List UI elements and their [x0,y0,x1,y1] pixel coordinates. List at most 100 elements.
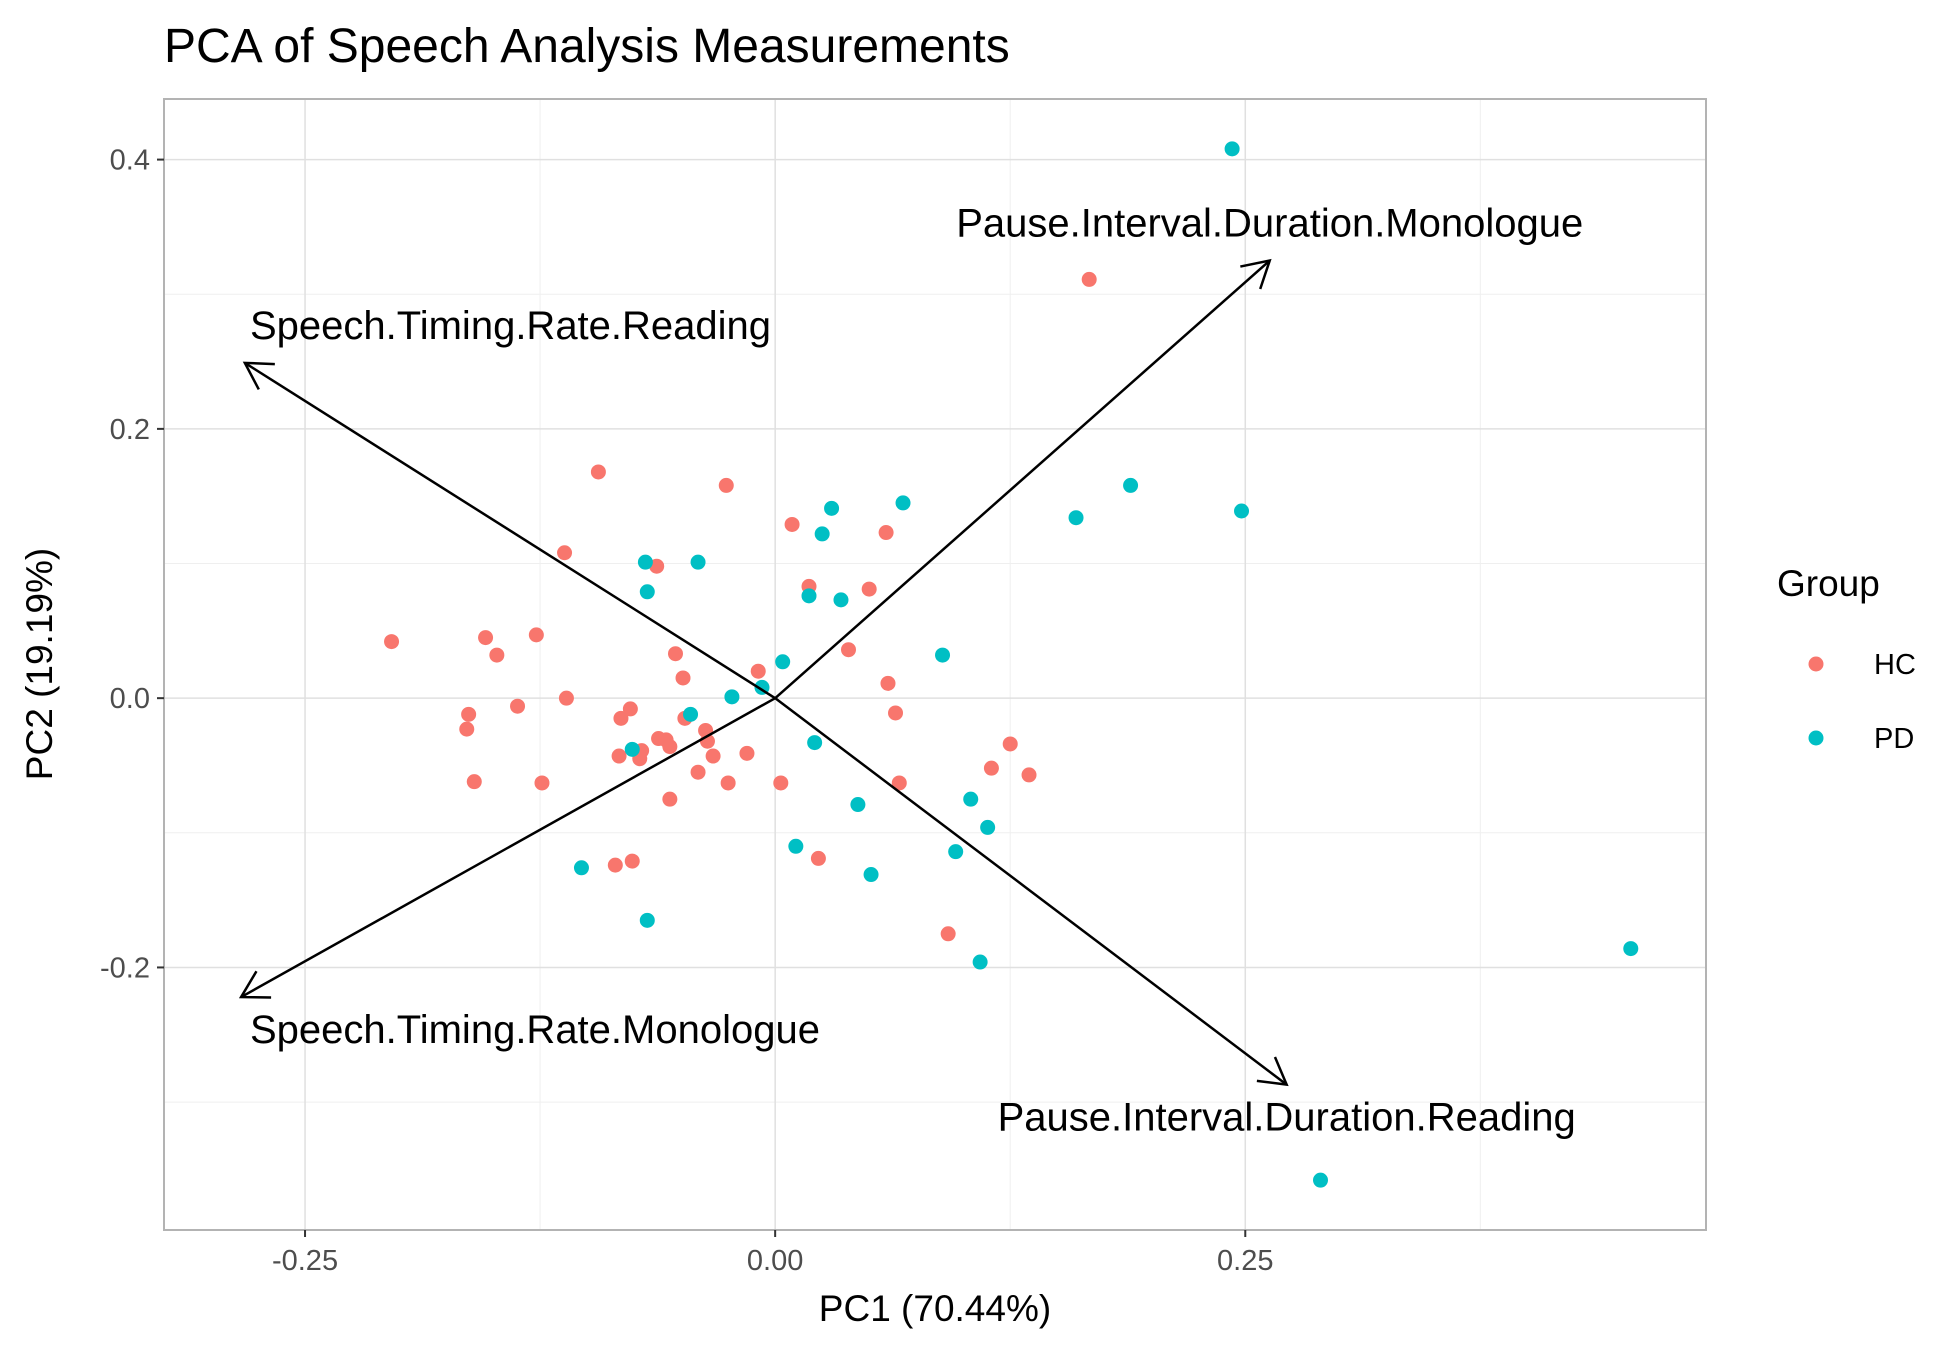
point-hc [607,857,623,873]
x-tick-label: 0.25 [1217,1245,1273,1277]
point-pd [724,689,740,705]
panel-border [163,98,1707,1231]
point-pd [1234,503,1250,519]
point-pd [895,495,911,511]
point-hc [558,690,574,706]
point-hc [784,516,800,532]
loading-arrow-line [244,361,776,700]
point-hc [624,853,640,869]
y-tick-label: -0.2 [100,952,150,984]
legend-entries: HC PD [1808,649,1916,755]
point-hc [750,663,766,679]
point-hc [590,464,606,480]
data-points [384,141,1639,1188]
point-hc [891,775,907,791]
x-axis-title: PC1 (70.44%) [819,1288,1051,1329]
point-hc [878,525,894,541]
point-pd [1313,1172,1328,1188]
x-tick-label: -0.25 [272,1245,338,1277]
loading-arrow-head [1240,258,1272,290]
y-axis-title: PC2 (19.19%) [19,548,60,780]
point-hc [983,760,999,776]
point-pd [814,526,830,542]
point-hc [622,701,638,717]
point-pd [972,954,988,970]
point-pd [935,647,951,663]
point-hc [720,775,736,791]
point-pd [801,588,817,604]
point-hc [690,764,706,780]
point-pd [624,741,640,757]
point-hc [718,477,734,493]
point-hc [705,748,721,764]
y-tick-label: 0.0 [110,683,150,715]
point-pd [963,791,979,807]
loading-arrow-head [238,970,272,999]
major-gridlines [164,99,1706,1230]
point-hc [478,630,494,646]
point-pd [639,912,655,928]
point-pd [948,844,964,860]
point-hc [461,706,477,722]
point-hc [861,581,877,597]
point-hc [466,774,482,790]
legend-title: Group [1777,563,1880,604]
point-hc [534,775,550,791]
point-hc [1002,736,1018,752]
loading-arrow-head [242,361,275,391]
loading-label: Speech.Timing.Rate.Reading [250,304,771,348]
point-hc [662,791,678,807]
x-tick-label: 0.00 [747,1245,803,1277]
point-hc [489,647,505,663]
legend-label-hc: HC [1874,649,1916,681]
point-pd [833,592,849,608]
point-pd [1123,477,1139,493]
y-tick-label: 0.4 [110,145,150,177]
point-pd [824,500,840,516]
loading-arrow-line [774,697,1288,1086]
point-hc [613,710,629,726]
point-hc [840,642,856,658]
y-axis-ticks: -0.2 0.0 0.2 0.4 [100,145,164,984]
point-pd [683,706,699,722]
point-hc [667,646,683,662]
point-hc [1021,767,1037,783]
point-pd [1224,141,1240,157]
point-hc [773,775,789,791]
chart-title: PCA of Speech Analysis Measurements [164,20,1010,73]
point-hc [384,634,400,650]
loading-label: Pause.Interval.Duration.Monologue [956,202,1583,246]
point-pd [863,867,879,883]
point-hc [888,705,904,721]
point-pd [690,554,706,570]
point-hc [459,721,475,737]
legend-key-pd [1808,730,1824,746]
point-hc [940,926,956,942]
point-hc [649,558,665,574]
plot-panel: Pause.Interval.Duration.Monologue Speech.… [163,98,1707,1231]
point-pd [1068,510,1084,526]
point-pd [639,584,655,600]
loading-label: Speech.Timing.Rate.Monologue [250,1008,820,1052]
point-hc [810,850,826,866]
point-hc [557,545,573,561]
y-tick-label: 0.2 [110,414,150,446]
point-hc [739,745,755,761]
point-pd [850,797,866,813]
loading-arrow-line [240,697,776,999]
point-pd [573,860,589,876]
point-hc [510,698,526,714]
loading-label: Pause.Interval.Duration.Reading [998,1096,1576,1140]
point-hc [880,675,896,691]
minor-gridlines [164,99,1706,1230]
point-pd [775,654,791,670]
point-pd [980,819,996,835]
point-hc [1081,271,1097,287]
x-axis-ticks: -0.25 0.00 0.25 [272,1230,1274,1277]
point-hc [528,627,544,643]
point-hc [662,739,678,755]
point-pd [637,554,653,570]
loading-arrow-head [1256,1056,1289,1087]
